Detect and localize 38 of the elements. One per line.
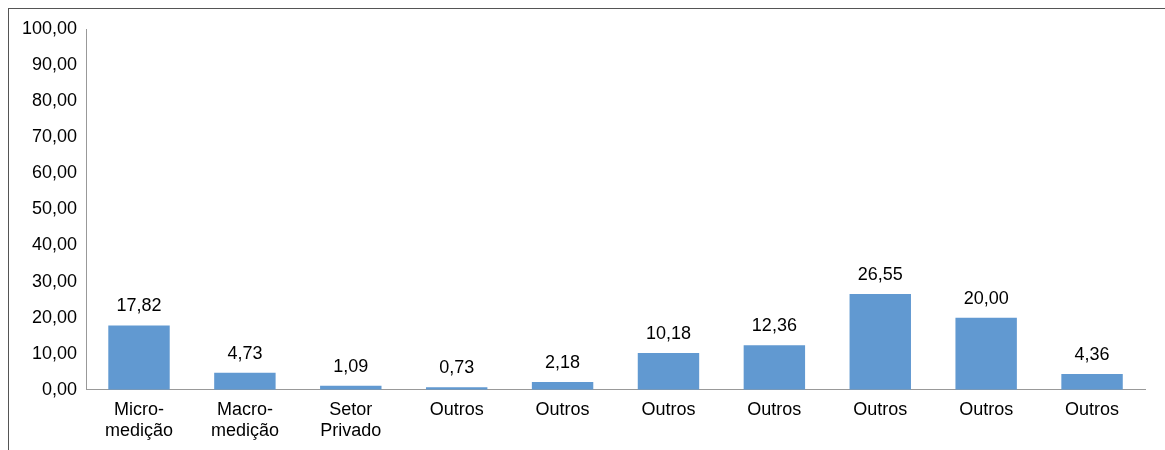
- x-tick-label: Setor Privado: [320, 398, 382, 441]
- y-tick-label: 10,00: [32, 342, 78, 363]
- x-tick-label: Micro-medição: [104, 398, 174, 441]
- y-tick-label: 70,00: [32, 126, 78, 147]
- y-tick-label: 60,00: [32, 162, 78, 183]
- data-label: 4,36: [1074, 344, 1110, 365]
- y-tick-label: 50,00: [32, 198, 78, 219]
- bar: [214, 372, 276, 390]
- bar: [637, 353, 700, 390]
- y-tick-label: 80,00: [32, 90, 78, 111]
- bar: [955, 317, 1017, 390]
- x-tick-label: Outros: [747, 398, 802, 419]
- bar: [108, 325, 170, 390]
- y-tick-label: 30,00: [32, 270, 78, 291]
- y-tick-label: 40,00: [32, 234, 78, 255]
- y-tick-label: 20,00: [32, 306, 78, 327]
- x-tick-label: Outros: [429, 398, 484, 419]
- data-label: 26,55: [857, 263, 903, 284]
- x-tick-label: Outros: [959, 398, 1014, 419]
- bar: [849, 294, 911, 390]
- x-tick-label: Outros: [641, 398, 696, 419]
- bar: [743, 345, 806, 390]
- y-tick-label: 90,00: [32, 54, 78, 75]
- data-label: 1,09: [333, 355, 369, 376]
- x-tick-label: Outros: [1065, 398, 1120, 419]
- x-tick-label: Outros: [535, 398, 590, 419]
- bar: [1061, 374, 1123, 390]
- y-tick-label: 100,00: [21, 17, 78, 38]
- data-label: 10,18: [645, 323, 691, 344]
- data-label: 12,36: [751, 315, 797, 336]
- y-tick-label: 0,00: [42, 378, 78, 399]
- x-tick-label: Outros: [853, 398, 908, 419]
- data-label: 20,00: [963, 287, 1009, 308]
- data-label: 4,73: [227, 342, 263, 363]
- data-label: 17,82: [116, 295, 162, 316]
- x-tick-label: Macro-medição: [210, 398, 279, 441]
- data-label: 0,73: [439, 357, 475, 378]
- data-label: 2,18: [545, 351, 581, 372]
